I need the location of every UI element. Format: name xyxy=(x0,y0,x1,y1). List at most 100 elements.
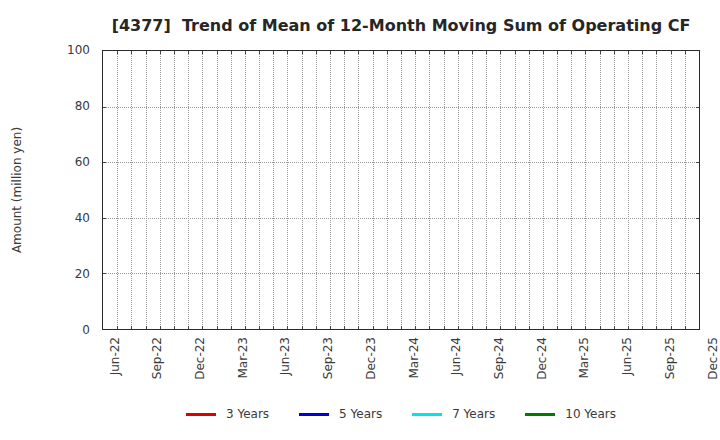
x-tick-mark xyxy=(685,51,686,54)
x-tick-mark xyxy=(117,326,118,329)
legend-line-swatch xyxy=(186,413,216,416)
y-tick-mark xyxy=(103,107,106,108)
x-tick-mark xyxy=(600,326,601,329)
legend-item-5-years: 5 Years xyxy=(299,404,382,424)
y-tick-label: 100 xyxy=(48,42,90,58)
x-tick-mark xyxy=(373,51,374,54)
gridline-vertical xyxy=(245,51,246,329)
x-tick-mark xyxy=(245,326,246,329)
gridline-vertical xyxy=(202,51,203,329)
chart-figure: [4377] Trend of Mean of 12-Month Moving … xyxy=(0,0,720,440)
gridline-horizontal xyxy=(103,273,699,274)
chart-title: [4377] Trend of Mean of 12-Month Moving … xyxy=(102,16,700,35)
gridline-vertical xyxy=(117,51,118,329)
x-tick-mark xyxy=(302,51,303,54)
legend-line-swatch xyxy=(299,413,329,416)
x-tick-mark xyxy=(671,51,672,54)
x-tick-mark xyxy=(273,326,274,329)
x-tick-mark xyxy=(557,326,558,329)
x-tick-mark xyxy=(373,326,374,329)
gridline-vertical xyxy=(387,51,388,329)
y-tick-mark xyxy=(103,162,106,163)
y-tick-label: 60 xyxy=(48,154,90,170)
y-tick-mark xyxy=(103,273,106,274)
y-tick-label: 40 xyxy=(48,210,90,226)
x-tick-mark xyxy=(515,51,516,54)
gridline-vertical xyxy=(444,51,445,329)
y-tick-mark xyxy=(696,273,699,274)
x-tick-label: Dec-22 xyxy=(194,337,207,392)
x-tick-mark xyxy=(401,326,402,329)
gridline-vertical xyxy=(486,51,487,329)
x-tick-label: Jun-25 xyxy=(621,337,634,392)
gridline-vertical xyxy=(529,51,530,329)
x-tick-mark xyxy=(415,326,416,329)
x-tick-mark xyxy=(358,326,359,329)
gridline-horizontal xyxy=(103,218,699,219)
y-axis-label: Amount (million yen) xyxy=(8,50,26,330)
x-tick-label: Mar-24 xyxy=(408,337,421,392)
x-tick-mark xyxy=(429,51,430,54)
legend-item-3-years: 3 Years xyxy=(186,404,269,424)
x-tick-mark xyxy=(642,326,643,329)
x-tick-mark xyxy=(585,326,586,329)
x-tick-mark xyxy=(358,51,359,54)
gridline-vertical xyxy=(458,51,459,329)
x-tick-mark xyxy=(429,326,430,329)
gridline-vertical xyxy=(415,51,416,329)
gridline-vertical xyxy=(571,51,572,329)
x-tick-mark xyxy=(685,326,686,329)
gridline-vertical xyxy=(330,51,331,329)
x-tick-label: Mar-23 xyxy=(237,337,250,392)
gridline-vertical xyxy=(174,51,175,329)
legend-item-7-years: 7 Years xyxy=(412,404,495,424)
x-tick-mark xyxy=(529,326,530,329)
x-tick-label: Sep-24 xyxy=(493,337,506,392)
x-tick-mark xyxy=(628,326,629,329)
gridline-vertical xyxy=(188,51,189,329)
x-tick-mark xyxy=(614,51,615,54)
gridline-horizontal xyxy=(103,162,699,163)
x-tick-label: Dec-25 xyxy=(707,337,720,392)
x-tick-mark xyxy=(131,51,132,54)
y-tick-mark xyxy=(696,218,699,219)
x-tick-label: Sep-23 xyxy=(322,337,335,392)
x-tick-mark xyxy=(174,326,175,329)
x-tick-label: Jun-23 xyxy=(279,337,292,392)
x-tick-mark xyxy=(231,326,232,329)
gridline-vertical xyxy=(217,51,218,329)
x-tick-label: Sep-25 xyxy=(664,337,677,392)
x-tick-mark xyxy=(472,51,473,54)
x-tick-mark xyxy=(472,326,473,329)
x-tick-mark xyxy=(486,51,487,54)
x-tick-mark xyxy=(217,51,218,54)
x-tick-mark xyxy=(302,326,303,329)
gridline-vertical xyxy=(302,51,303,329)
gridline-vertical xyxy=(231,51,232,329)
x-tick-mark xyxy=(444,51,445,54)
gridline-vertical xyxy=(614,51,615,329)
x-tick-label: Jun-24 xyxy=(450,337,463,392)
x-tick-mark xyxy=(458,326,459,329)
gridline-vertical xyxy=(160,51,161,329)
x-tick-mark xyxy=(571,51,572,54)
x-tick-mark xyxy=(543,326,544,329)
x-tick-mark xyxy=(571,326,572,329)
x-tick-mark xyxy=(344,51,345,54)
x-tick-mark xyxy=(188,51,189,54)
x-tick-mark xyxy=(259,326,260,329)
x-tick-mark xyxy=(458,51,459,54)
gridline-vertical xyxy=(373,51,374,329)
x-tick-label: Mar-25 xyxy=(578,337,591,392)
gridline-vertical xyxy=(543,51,544,329)
gridline-vertical xyxy=(344,51,345,329)
x-tick-mark xyxy=(656,326,657,329)
x-tick-mark xyxy=(231,51,232,54)
legend-label: 5 Years xyxy=(339,404,382,424)
x-tick-mark xyxy=(273,51,274,54)
x-tick-mark xyxy=(543,51,544,54)
gridline-vertical xyxy=(557,51,558,329)
legend-label: 7 Years xyxy=(452,404,495,424)
x-tick-mark xyxy=(344,326,345,329)
x-tick-mark xyxy=(245,51,246,54)
